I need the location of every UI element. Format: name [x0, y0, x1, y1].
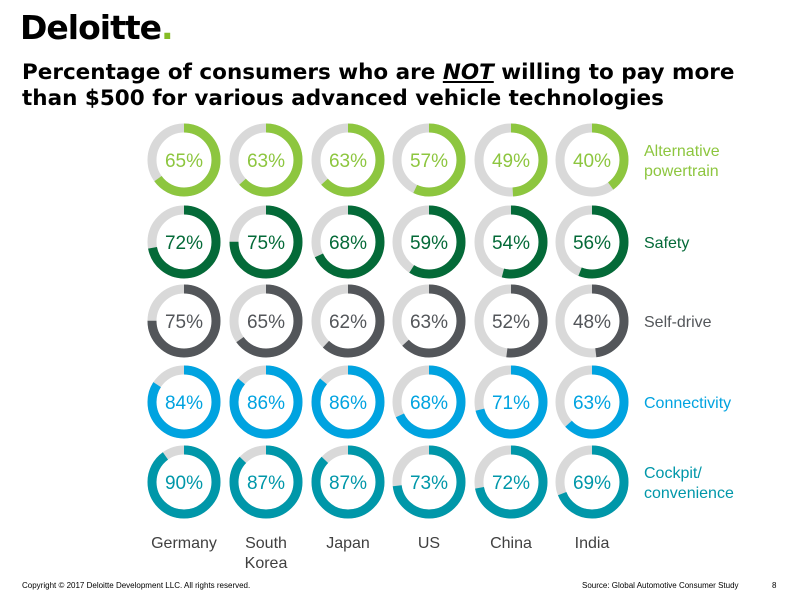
- donut-arc-cockpit-convenience-south-korea: [229, 445, 303, 519]
- donut-arc-self-drive-china: [474, 284, 548, 358]
- donut-arc-connectivity-germany: [147, 365, 221, 439]
- donut-arc-self-drive-japan: [311, 284, 385, 358]
- donut-label-connectivity-us: 68%: [410, 393, 448, 414]
- donut-label-connectivity-germany: 84%: [165, 393, 203, 414]
- donut-label-alternative-powertrain-germany: 65%: [165, 151, 203, 172]
- title-part1: Percentage of consumers who are: [22, 60, 443, 85]
- series-label-alternative-powertrain-line1: Alternative: [644, 143, 720, 160]
- donut-arc-cockpit-convenience-india: [555, 445, 629, 519]
- donut-arc-safety-india: [555, 205, 629, 279]
- title-emphasis: NOT: [442, 60, 494, 85]
- donut-arc-alternative-powertrain-japan: [311, 123, 385, 197]
- donut-arc-connectivity-china: [474, 365, 548, 439]
- donut-arc-safety-us: [392, 205, 466, 279]
- country-label-japan: Japan: [326, 535, 370, 552]
- series-label-cockpit-convenience-line2: convenience: [644, 485, 734, 502]
- donut-label-cockpit-convenience-south-korea: 87%: [247, 473, 285, 494]
- country-label-us: US: [418, 535, 440, 552]
- donut-arc-safety-japan: [311, 205, 385, 279]
- series-label-alternative-powertrain-line2: powertrain: [644, 163, 719, 180]
- donut-label-cockpit-convenience-japan: 87%: [329, 473, 367, 494]
- source-text: Source: Global Automotive Consumer Study: [582, 581, 739, 590]
- donut-label-alternative-powertrain-south-korea: 63%: [247, 151, 285, 172]
- country-label-china: China: [490, 535, 532, 552]
- donut-arc-self-drive-us: [392, 284, 466, 358]
- donut-arc-connectivity-us: [392, 365, 466, 439]
- page-number: 8: [772, 581, 777, 590]
- donut-label-self-drive-japan: 62%: [329, 312, 367, 333]
- donut-arc-cockpit-convenience-us: [392, 445, 466, 519]
- donut-arc-alternative-powertrain-south-korea: [229, 123, 303, 197]
- donut-label-alternative-powertrain-india: 40%: [573, 151, 611, 172]
- country-label-south-korea-line1: South: [245, 535, 287, 552]
- donut-arc-connectivity-india: [555, 365, 629, 439]
- donut-label-cockpit-convenience-us: 73%: [410, 473, 448, 494]
- country-label-india: India: [575, 535, 610, 552]
- donut-arc-self-drive-south-korea: [229, 284, 303, 358]
- donut-arc-safety-china: [474, 205, 548, 279]
- donut-label-alternative-powertrain-japan: 63%: [329, 151, 367, 172]
- country-label-germany: Germany: [151, 535, 217, 552]
- donut-label-cockpit-convenience-india: 69%: [573, 473, 611, 494]
- donut-arc-self-drive-germany: [147, 284, 221, 358]
- donut-label-safety-india: 56%: [573, 233, 611, 254]
- series-label-connectivity: Connectivity: [644, 395, 731, 412]
- donut-label-safety-us: 59%: [410, 233, 448, 254]
- series-label-safety: Safety: [644, 235, 689, 252]
- country-label-south-korea-line2: Korea: [245, 555, 288, 572]
- donut-arc-connectivity-japan: [311, 365, 385, 439]
- donut-arc-alternative-powertrain-china: [474, 123, 548, 197]
- copyright-text: Copyright © 2017 Deloitte Development LL…: [22, 581, 251, 590]
- donut-label-self-drive-india: 48%: [573, 312, 611, 333]
- donut-label-connectivity-china: 71%: [492, 393, 530, 414]
- donut-label-safety-japan: 68%: [329, 233, 367, 254]
- deloitte-logo: Deloitte.: [20, 8, 174, 47]
- donut-arc-connectivity-south-korea: [229, 365, 303, 439]
- donut-arc-self-drive-india: [555, 284, 629, 358]
- donut-arc-alternative-powertrain-us: [392, 123, 466, 197]
- donut-label-safety-germany: 72%: [165, 233, 203, 254]
- logo-dot: .: [161, 8, 174, 47]
- series-label-self-drive: Self-drive: [644, 314, 712, 331]
- chart-title: Percentage of consumers who are NOT will…: [22, 60, 782, 112]
- logo-text: Deloitte: [20, 8, 162, 47]
- donut-label-self-drive-us: 63%: [410, 312, 448, 333]
- donut-arc-alternative-powertrain-india: [555, 123, 629, 197]
- donut-arc-alternative-powertrain-germany: [147, 123, 221, 197]
- donut-label-safety-south-korea: 75%: [247, 233, 285, 254]
- title-part2: willing to pay more than $500 for variou…: [22, 60, 735, 111]
- donut-arc-safety-south-korea: [229, 205, 303, 279]
- donut-label-self-drive-china: 52%: [492, 312, 530, 333]
- donut-label-cockpit-convenience-germany: 90%: [165, 473, 203, 494]
- donut-arc-cockpit-convenience-china: [474, 445, 548, 519]
- donut-label-self-drive-germany: 75%: [165, 312, 203, 333]
- donut-arc-safety-germany: [147, 205, 221, 279]
- donut-label-connectivity-south-korea: 86%: [247, 393, 285, 414]
- donut-label-alternative-powertrain-us: 57%: [410, 151, 448, 172]
- donut-label-connectivity-japan: 86%: [329, 393, 367, 414]
- donut-arc-cockpit-convenience-germany: [147, 445, 221, 519]
- donut-label-alternative-powertrain-china: 49%: [492, 151, 530, 172]
- donut-label-self-drive-south-korea: 65%: [247, 312, 285, 333]
- series-label-cockpit-convenience-line1: Cockpit/: [644, 465, 702, 482]
- donut-arc-cockpit-convenience-japan: [311, 445, 385, 519]
- donut-label-connectivity-india: 63%: [573, 393, 611, 414]
- donut-label-cockpit-convenience-china: 72%: [492, 473, 530, 494]
- donut-label-safety-china: 54%: [492, 233, 530, 254]
